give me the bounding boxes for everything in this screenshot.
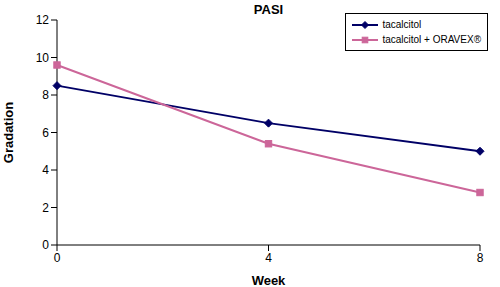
html-text:tacalcitol: tacalcitol bbox=[382, 19, 422, 30]
svg-text:Week: Week bbox=[252, 273, 286, 287]
svg-text:8: 8 bbox=[477, 251, 484, 265]
svg-text:4: 4 bbox=[265, 251, 272, 265]
svg-text:10: 10 bbox=[36, 51, 50, 65]
svg-text:Gradation: Gradation bbox=[8, 102, 16, 163]
svg-text:0: 0 bbox=[54, 251, 61, 265]
svg-text:12: 12 bbox=[36, 13, 50, 27]
svg-text:2: 2 bbox=[42, 201, 49, 215]
html-text:PASI: PASI bbox=[253, 2, 284, 17]
svg-text:4: 4 bbox=[42, 163, 49, 177]
svg-text:6: 6 bbox=[42, 126, 49, 140]
svg-text:8: 8 bbox=[42, 88, 49, 102]
html-text:tacalcitol + ORAVEX®: tacalcitol + ORAVEX® bbox=[382, 34, 481, 45]
svg-text:0: 0 bbox=[42, 238, 49, 252]
